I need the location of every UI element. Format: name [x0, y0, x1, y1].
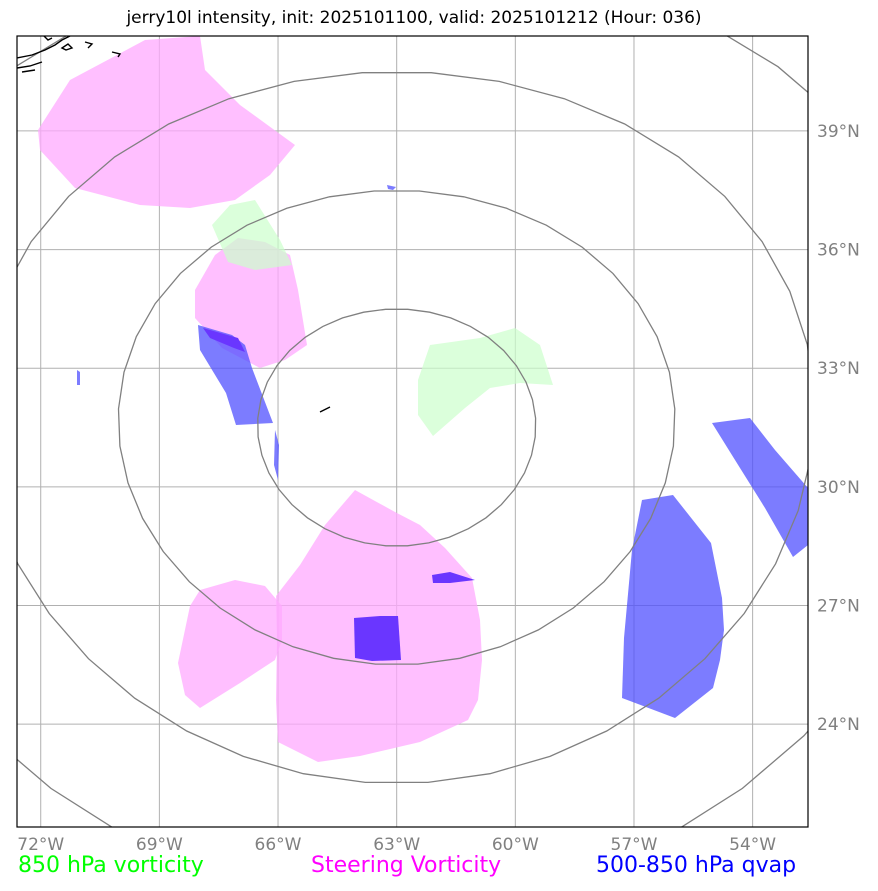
map-title: jerry10l intensity, init: 2025101100, va… [126, 8, 702, 28]
qvap-region [432, 572, 475, 583]
range-ring [17, 72, 808, 784]
coastline [17, 36, 331, 413]
qvap-layer [77, 185, 808, 718]
legend-qvap: 500-850 hPa qvap [596, 853, 797, 878]
range-ring [257, 308, 537, 547]
lon-tick-label: 69°W [136, 835, 183, 855]
lon-tick-label: 72°W [17, 835, 64, 855]
qvap-region [203, 328, 245, 352]
lat-tick-label: 30°N [817, 478, 860, 498]
qvap-region [712, 418, 808, 557]
vorticity-850-region [212, 200, 292, 270]
lon-tick-label: 66°W [255, 835, 302, 855]
lon-tick-label: 63°W [373, 835, 420, 855]
steering-vorticity-region [178, 580, 282, 708]
lat-tick-label: 39°N [817, 122, 860, 142]
lon-tick-label: 54°W [729, 835, 776, 855]
lon-tick-label: 57°W [611, 835, 658, 855]
lat-tick-label: 27°N [817, 597, 860, 617]
lat-tick-label: 36°N [817, 241, 860, 261]
lat-tick-label: 24°N [817, 715, 860, 735]
vorticity-850-layer [212, 200, 553, 436]
range-ring [117, 190, 676, 665]
steering-vorticity-region [38, 36, 295, 208]
lat-tick-label: 33°N [817, 359, 860, 379]
map-frame [16, 35, 809, 828]
lon-tick-label: 60°W [492, 835, 539, 855]
qvap-region [198, 325, 273, 425]
qvap-region [387, 185, 396, 190]
qvap-region [274, 430, 279, 480]
legend-vorticity-850: 850 hPa vorticity [18, 853, 204, 878]
qvap-region [77, 370, 80, 385]
qvap-region [622, 495, 724, 718]
legend-steering-vorticity: Steering Vorticity [311, 853, 502, 878]
axis-labels: 72°W 69°W 66°W 63°W 60°W 57°W 54°W 24°N 27°N 30°N… [17, 122, 860, 855]
qvap-region [354, 616, 401, 661]
vorticity-850-region [418, 328, 553, 436]
